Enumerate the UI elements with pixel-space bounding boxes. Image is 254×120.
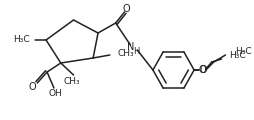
Text: CH₃: CH₃ xyxy=(117,49,134,59)
Text: CH₃: CH₃ xyxy=(63,78,80,87)
Text: H: H xyxy=(133,48,139,57)
Text: H₃C: H₃C xyxy=(229,51,245,60)
Text: O: O xyxy=(122,4,130,14)
Text: OH: OH xyxy=(48,89,61,97)
Text: O: O xyxy=(198,65,206,75)
Text: O: O xyxy=(197,65,205,75)
Text: H₃C: H₃C xyxy=(234,46,251,55)
Text: H₃C: H₃C xyxy=(13,36,30,45)
Text: O: O xyxy=(28,82,36,92)
Text: N: N xyxy=(126,42,134,52)
